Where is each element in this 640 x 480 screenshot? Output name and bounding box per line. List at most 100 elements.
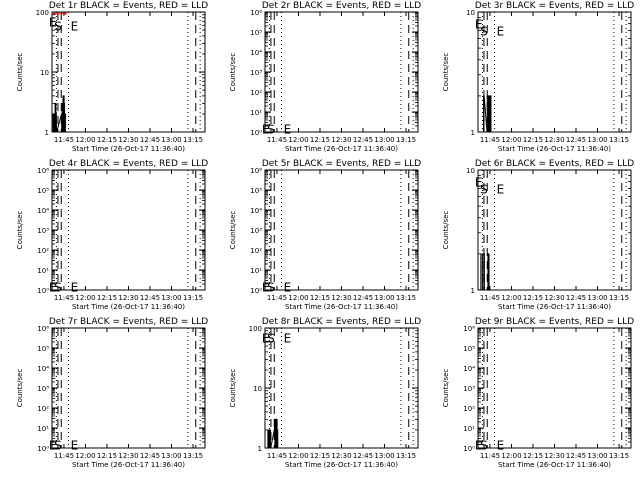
y-tick-label: 10⁰ xyxy=(250,129,262,137)
events-series-line xyxy=(267,418,279,449)
marker-s: S xyxy=(267,122,275,136)
marker-e: E xyxy=(262,122,270,136)
plot-frame xyxy=(264,327,419,449)
marker-s: S xyxy=(54,280,62,294)
x-axis-label: Start Time (26-Oct-17 11:36:40) xyxy=(72,461,185,469)
x-tick-label: 12:15 xyxy=(523,136,543,144)
x-tick-label: 12:45 xyxy=(353,294,373,302)
y-tick-label: 10¹ xyxy=(463,425,475,433)
marker-e: E xyxy=(284,280,292,294)
x-tick-label: 12:30 xyxy=(118,452,138,460)
x-tick-label: 12:45 xyxy=(140,294,160,302)
x-tick-label: 11:45 xyxy=(267,452,287,460)
x-axis-label: Start Time (26-Oct-17 11:36:40) xyxy=(285,145,398,153)
lld-series-line xyxy=(53,12,67,15)
x-tick-label: 13:15 xyxy=(396,294,416,302)
x-tick-label: 12:15 xyxy=(97,136,117,144)
x-tick-label: 13:15 xyxy=(183,452,203,460)
y-tick-label: 10³ xyxy=(250,227,262,235)
marker-s: S xyxy=(480,25,488,39)
events-series-line xyxy=(483,95,492,133)
y-tick-label: 10⁰ xyxy=(37,445,49,453)
marker-e: E xyxy=(71,280,79,294)
panel-title: Det 8r BLACK = Events, RED = LLD xyxy=(262,317,421,327)
y-axis-label: Counts/sec xyxy=(229,53,237,92)
y-tick-label: 10⁶ xyxy=(37,167,49,175)
y-tick-label: 10⁴ xyxy=(463,365,475,373)
x-tick-label: 13:00 xyxy=(161,452,181,460)
y-axis-label: Counts/sec xyxy=(16,53,24,92)
x-tick-label: 12:30 xyxy=(118,136,138,144)
y-tick-label: 10⁵ xyxy=(37,345,49,353)
y-tick-label: 1 xyxy=(258,445,262,453)
events-series-line xyxy=(480,253,490,291)
x-tick-label: 12:15 xyxy=(97,452,117,460)
y-tick-label: 10² xyxy=(37,247,49,255)
y-tick-label: 10⁴ xyxy=(250,49,262,57)
x-tick-label: 12:30 xyxy=(118,294,138,302)
x-tick-label: 12:15 xyxy=(310,452,330,460)
x-tick-label: 12:00 xyxy=(288,136,308,144)
x-tick-label: 12:00 xyxy=(288,452,308,460)
x-tick-label: 11:45 xyxy=(480,136,500,144)
y-tick-label: 10⁴ xyxy=(37,207,49,215)
y-tick-label: 10 xyxy=(466,167,475,175)
x-tick-label: 12:15 xyxy=(310,136,330,144)
marker-e: E xyxy=(497,183,505,197)
y-tick-label: 10³ xyxy=(37,385,49,393)
x-tick-label: 13:00 xyxy=(161,294,181,302)
y-tick-label: 10 xyxy=(466,9,475,17)
y-axis-label: Counts/sec xyxy=(442,211,450,250)
x-tick-label: 13:00 xyxy=(587,136,607,144)
x-tick-label: 13:00 xyxy=(161,136,181,144)
x-tick-label: 12:15 xyxy=(97,294,117,302)
plot-frame xyxy=(51,327,206,449)
panel-title: Det 9r BLACK = Events, RED = LLD xyxy=(475,317,634,327)
y-tick-label: 10⁰ xyxy=(250,287,262,295)
x-tick-label: 12:00 xyxy=(75,136,95,144)
x-tick-label: 12:30 xyxy=(544,294,564,302)
marker-e: E xyxy=(497,25,505,39)
y-tick-label: 10¹ xyxy=(37,267,49,275)
marker-s: S xyxy=(267,331,275,345)
x-tick-label: 12:45 xyxy=(353,136,373,144)
y-axis-label: Counts/sec xyxy=(229,369,237,408)
y-tick-label: 10⁵ xyxy=(463,345,475,353)
x-tick-label: 12:15 xyxy=(523,294,543,302)
y-tick-label: 10⁶ xyxy=(250,167,262,175)
panel-title: Det 4r BLACK = Events, RED = LLD xyxy=(49,159,208,169)
x-tick-label: 12:30 xyxy=(544,452,564,460)
marker-s: S xyxy=(54,19,62,33)
y-tick-label: 10¹ xyxy=(37,425,49,433)
panel-title: Det 6r BLACK = Events, RED = LLD xyxy=(475,159,634,169)
x-tick-label: 12:00 xyxy=(501,136,521,144)
x-tick-label: 13:15 xyxy=(609,294,629,302)
x-tick-label: 12:00 xyxy=(75,294,95,302)
y-axis-label: Counts/sec xyxy=(442,369,450,408)
y-tick-label: 1 xyxy=(471,287,475,295)
x-tick-label: 13:00 xyxy=(374,136,394,144)
x-tick-label: 12:45 xyxy=(353,452,373,460)
y-tick-label: 10² xyxy=(250,247,262,255)
panel-title: Det 1r BLACK = Events, RED = LLD xyxy=(49,1,208,11)
y-tick-label: 1 xyxy=(45,129,49,137)
x-tick-label: 12:30 xyxy=(544,136,564,144)
y-tick-label: 10⁴ xyxy=(37,365,49,373)
x-tick-label: 13:15 xyxy=(396,136,416,144)
panel-title: Det 2r BLACK = Events, RED = LLD xyxy=(262,1,421,11)
x-tick-label: 13:00 xyxy=(374,294,394,302)
x-tick-label: 12:45 xyxy=(566,136,586,144)
marker-e: E xyxy=(475,18,483,32)
y-tick-label: 10² xyxy=(250,89,262,97)
x-tick-label: 11:45 xyxy=(54,136,74,144)
x-tick-label: 12:45 xyxy=(140,452,160,460)
marker-s: S xyxy=(54,438,62,452)
panel-title: Det 7r BLACK = Events, RED = LLD xyxy=(49,317,208,327)
marker-e: E xyxy=(49,280,57,294)
x-tick-label: 13:00 xyxy=(587,452,607,460)
